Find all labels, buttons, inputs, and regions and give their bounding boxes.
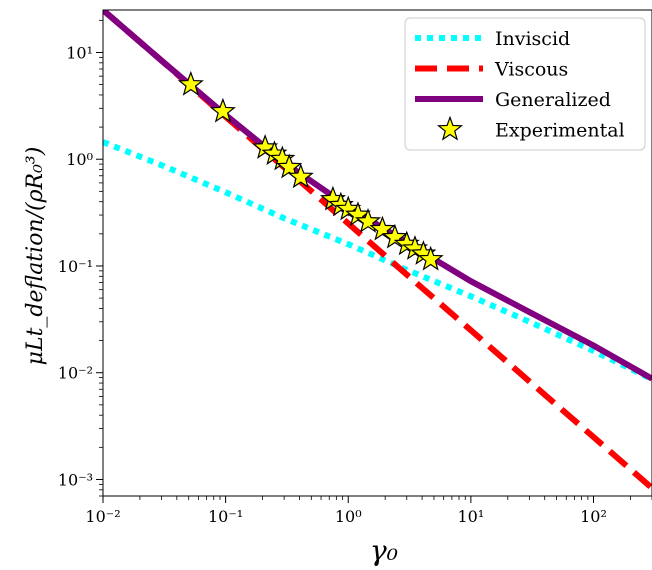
- y-tick-label: 10¹: [66, 43, 93, 62]
- y-tick-label: 10⁻³: [58, 470, 93, 489]
- y-axis-label: μLt_deflation/(ρR₀³): [23, 147, 48, 366]
- experimental-star-marker: [209, 97, 236, 123]
- experimental-star-marker: [354, 207, 382, 233]
- x-axis-label: γ₀: [370, 534, 398, 566]
- y-tick-label: 10⁻¹: [58, 257, 93, 276]
- x-tick-label: 10⁰: [335, 507, 362, 526]
- experimental-star-marker: [344, 201, 372, 227]
- legend-label-experimental: Experimental: [495, 120, 625, 142]
- y-tick-label: 10⁰: [66, 150, 93, 169]
- series-line-inviscid: [103, 139, 652, 382]
- legend-label-inviscid: Inviscid: [495, 28, 570, 50]
- experimental-star-marker: [287, 163, 314, 189]
- legend-label-generalized: Generalized: [495, 89, 611, 111]
- y-tick-label: 10⁻²: [58, 364, 93, 383]
- x-tick-label: 10⁻²: [85, 507, 120, 526]
- experimental-star-marker: [276, 153, 303, 179]
- x-tick-label: 10¹: [457, 507, 484, 526]
- experimental-star-marker: [381, 223, 408, 249]
- experimental-star-marker: [417, 245, 444, 271]
- legend-label-viscous: Viscous: [494, 59, 568, 81]
- x-tick-label: 10⁻¹: [208, 507, 243, 526]
- legend-marker-experimental: [436, 115, 464, 141]
- x-tick-label: 10²: [580, 507, 607, 526]
- series-line-viscous: [103, 10, 652, 491]
- plot-frame: [102, 9, 652, 497]
- experimental-star-marker: [369, 215, 396, 241]
- legend-box: [404, 17, 646, 151]
- experimental-star-marker: [177, 70, 204, 96]
